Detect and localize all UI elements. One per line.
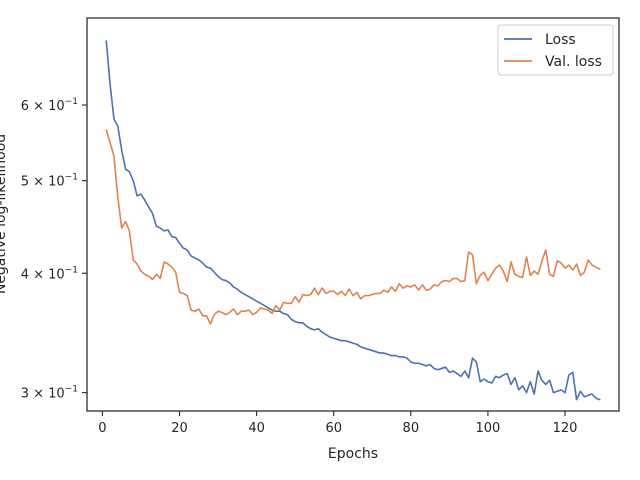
y-tick-label: 6 × 10−1: [21, 97, 78, 114]
plot-area: [87, 18, 619, 411]
x-axis-ticks: 0 20 40 60 80 100 120: [98, 411, 577, 436]
x-tick-label: 80: [403, 421, 420, 436]
x-tick-label: 100: [476, 421, 501, 436]
legend: Loss Val. loss: [497, 24, 614, 76]
y-tick-label: 4 × 10−1: [21, 265, 78, 282]
x-axis-label: Epochs: [328, 446, 378, 462]
legend-label: Loss: [545, 32, 576, 48]
series-line-2: [105, 129, 601, 325]
x-tick-label: 0: [98, 421, 106, 436]
x-tick-label: 20: [171, 421, 188, 436]
series-line-1: [105, 40, 601, 401]
plot-frame: [86, 17, 620, 412]
legend-label: Val. loss: [545, 54, 602, 70]
y-axis-label: Negative log-likelihood: [0, 134, 9, 294]
y-axis-ticks: 3 × 10−1 4 × 10−1 5 × 10−1 6 × 10−1: [21, 97, 87, 402]
y-tick-label: 3 × 10−1: [21, 385, 78, 402]
x-tick-label: 40: [248, 421, 265, 436]
legend-box: [497, 24, 614, 76]
x-tick-label: 60: [325, 421, 342, 436]
x-tick-label: 120: [553, 421, 578, 436]
y-tick-label: 5 × 10−1: [21, 173, 78, 190]
series-layer: [105, 40, 601, 401]
